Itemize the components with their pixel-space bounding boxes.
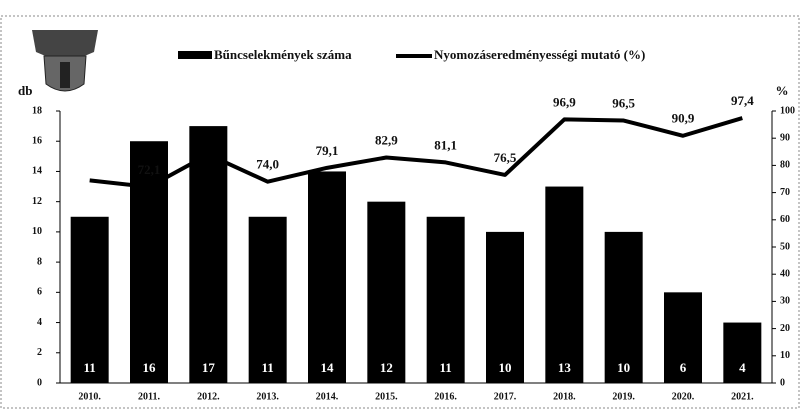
line-value-label: 97,4: [731, 93, 754, 108]
bar: [70, 216, 109, 383]
y2-tick-label: 100: [780, 105, 795, 116]
x-tick-label: 2014.: [316, 391, 339, 402]
bar: [248, 216, 287, 383]
legend-swatch: [178, 51, 212, 59]
bar-value-label: 14: [321, 360, 335, 375]
legend-label: Nyomozáseredményességi mutató (%): [434, 47, 645, 62]
x-tick-label: 2015.: [375, 391, 398, 402]
line-value-label: 74,0: [256, 157, 279, 172]
bar: [723, 322, 762, 383]
x-tick-label: 2016.: [434, 391, 457, 402]
x-tick-label: 2018.: [553, 391, 576, 402]
y-tick-label: 0: [37, 377, 42, 388]
y2-tick-label: 40: [780, 268, 790, 279]
bar: [189, 126, 228, 383]
y2-tick-label: 30: [780, 296, 790, 307]
y-tick-label: 12: [32, 196, 42, 207]
logo: [32, 30, 98, 92]
x-tick-label: 2011.: [138, 391, 160, 402]
line-value-label: 96,5: [612, 96, 635, 111]
bar: [545, 186, 584, 383]
bar: [426, 216, 465, 383]
y-tick-label: 14: [32, 166, 42, 177]
legend-label: Bűncselekmények száma: [214, 47, 352, 62]
y-axis-label: db: [18, 83, 32, 98]
x-tick-label: 2019.: [612, 391, 635, 402]
bar: [604, 231, 643, 383]
x-tick-label: 2021.: [731, 391, 754, 402]
line: [89, 116, 743, 189]
y2-tick-label: 70: [780, 187, 790, 198]
y2-tick-label: 90: [780, 132, 790, 143]
bar-value-label: 17: [202, 360, 216, 375]
line-value-label: 76,5: [494, 150, 517, 165]
y2-tick-label: 10: [780, 350, 790, 361]
y2-tick-label: 50: [780, 241, 790, 252]
bar-value-label: 11: [440, 360, 452, 375]
line-value-label: 72,1: [138, 162, 161, 177]
y-tick-label: 8: [37, 256, 42, 267]
y-tick-label: 4: [37, 317, 42, 328]
y-tick-label: 18: [32, 105, 42, 116]
x-tick-label: 2013.: [256, 391, 279, 402]
y2-axis-label: %: [776, 83, 789, 98]
y-tick-label: 6: [37, 287, 42, 298]
y2-tick-label: 60: [780, 214, 790, 225]
y2-tick-label: 20: [780, 323, 790, 334]
bar: [486, 231, 524, 383]
bar-value-label: 6: [680, 360, 687, 375]
x-tick-label: 2020.: [672, 391, 695, 402]
bar: [664, 292, 702, 383]
line-value-label: 82,9: [375, 132, 398, 147]
line-value-label: 79,1: [316, 143, 339, 158]
bar-value-label: 13: [558, 360, 572, 375]
bar-value-label: 11: [262, 360, 274, 375]
bar-value-label: 11: [84, 360, 96, 375]
line-value-label: 96,9: [553, 94, 576, 109]
x-tick-label: 2010.: [78, 391, 101, 402]
y2-tick-label: 80: [780, 160, 790, 171]
bar-value-label: 12: [380, 360, 393, 375]
line-value-label: 81,1: [434, 137, 457, 152]
x-tick-label: 2012.: [197, 391, 220, 402]
y2-tick-label: 0: [780, 377, 785, 388]
bar: [367, 201, 406, 383]
bar-value-label: 16: [143, 360, 157, 375]
bar-value-label: 4: [739, 360, 746, 375]
line-value-label: 90,9: [672, 111, 695, 126]
y-tick-label: 10: [32, 226, 42, 237]
bar-value-label: 10: [617, 360, 630, 375]
bar-value-label: 10: [499, 360, 512, 375]
bar: [308, 171, 346, 383]
y-tick-label: 16: [32, 136, 42, 147]
y-tick-label: 2: [37, 347, 42, 358]
x-tick-label: 2017.: [494, 391, 517, 402]
